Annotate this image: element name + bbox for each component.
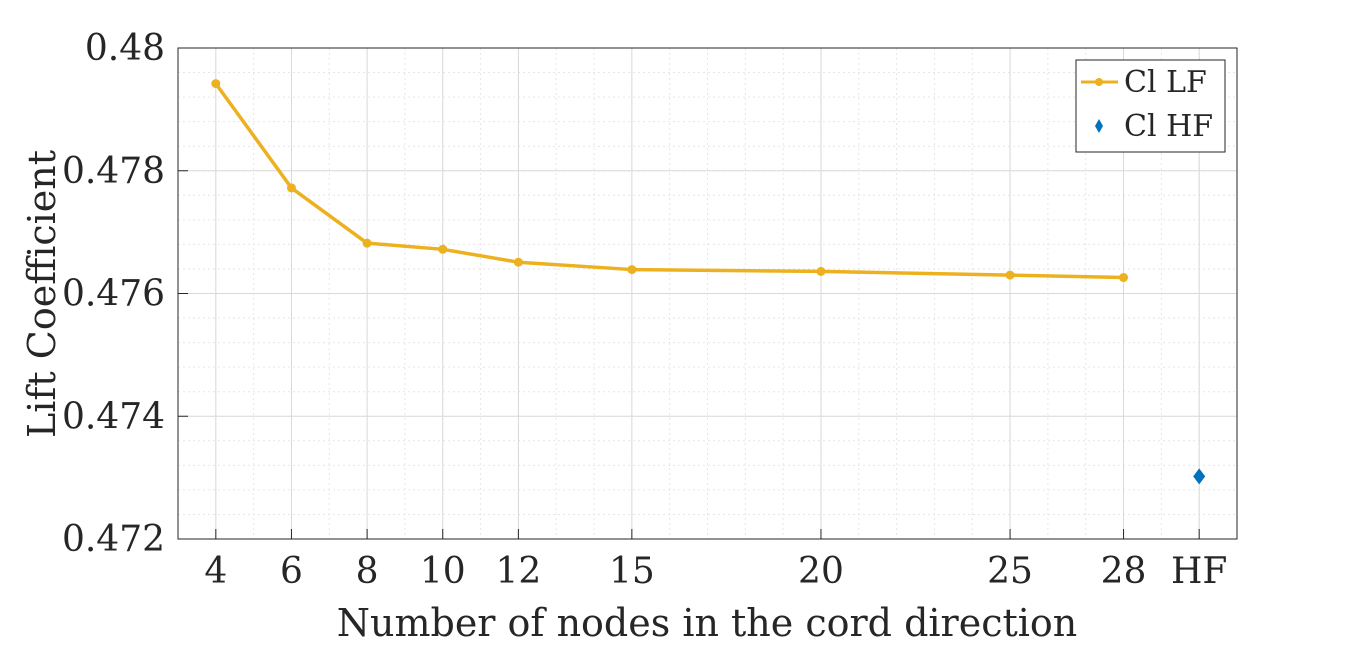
x-axis-label: Number of nodes in the cord direction xyxy=(337,601,1078,645)
data-point-cl-lf xyxy=(438,244,448,254)
x-tick-label: 20 xyxy=(798,551,844,592)
data-point-cl-lf xyxy=(513,257,523,267)
x-tick-label: 15 xyxy=(609,551,655,592)
x-tick-label: 4 xyxy=(204,551,227,592)
data-point-cl-lf xyxy=(211,79,221,89)
data-point-cl-hf xyxy=(1193,468,1206,485)
legend: Cl LF Cl HF xyxy=(1075,59,1226,153)
legend-box xyxy=(1075,59,1226,153)
x-tick-label: 12 xyxy=(495,551,541,592)
x-tick-labels: 4 6 8 10 12 15 20 25 28 HF xyxy=(204,551,1227,592)
data-point-cl-lf xyxy=(286,183,296,193)
data-point-cl-lf xyxy=(1005,270,1015,280)
series xyxy=(211,79,1206,485)
x-tick-label: 28 xyxy=(1101,551,1147,592)
y-tick-labels: 0.472 0.474 0.476 0.478 0.48 xyxy=(62,28,165,560)
data-point-cl-lf xyxy=(627,265,637,275)
y-axis-label: Lift Coefficient xyxy=(20,150,64,438)
x-tick-label: 10 xyxy=(420,551,466,592)
y-tick-label: 0.474 xyxy=(62,396,165,437)
x-tick-label: 6 xyxy=(280,551,303,592)
x-tick-label: 25 xyxy=(987,551,1033,592)
x-tick-label: HF xyxy=(1171,551,1227,592)
y-tick-label: 0.472 xyxy=(62,519,165,560)
legend-label-cl-lf: Cl LF xyxy=(1124,65,1207,100)
y-tick-label: 0.476 xyxy=(62,274,165,315)
legend-marker-cl-lf xyxy=(1095,78,1103,86)
legend-label-cl-hf: Cl HF xyxy=(1124,109,1213,144)
data-point-cl-lf xyxy=(362,238,372,248)
data-point-cl-lf xyxy=(1119,273,1129,283)
data-point-cl-lf xyxy=(816,266,826,276)
axis-ticks xyxy=(178,47,1200,540)
x-tick-label: 8 xyxy=(356,551,379,592)
legend-marker-cl-hf xyxy=(1095,119,1103,133)
y-tick-label: 0.478 xyxy=(62,151,165,192)
y-tick-label: 0.48 xyxy=(85,28,165,69)
